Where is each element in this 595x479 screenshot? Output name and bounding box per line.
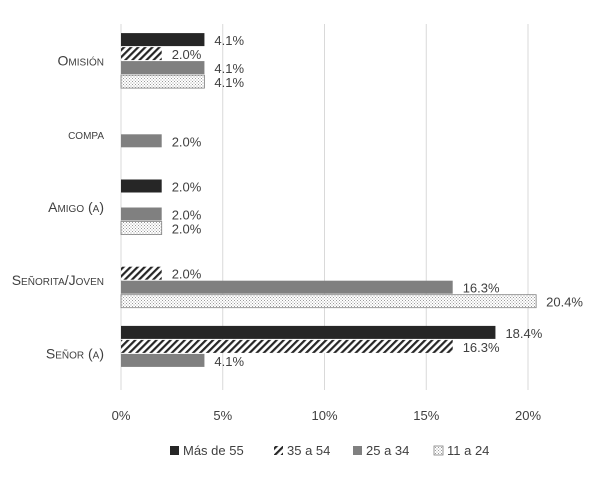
data-label-11-a-24-omision: 4.1% <box>214 75 244 90</box>
category-labels: Omisión compa Amigo (a) Señorita/Joven Señor… <box>12 53 105 362</box>
legend-label-mas-de-55: Más de 55 <box>183 443 244 458</box>
bar-25-a-34-senor-a <box>121 353 205 367</box>
data-label-25-a-34-compa: 2.0% <box>172 134 202 149</box>
data-label-35-a-54-omision: 2.0% <box>172 47 202 62</box>
data-label-25-a-34-senor-a: 4.1% <box>214 354 244 369</box>
category-label-compa: compa <box>68 126 104 142</box>
x-tick-label: 15% <box>413 408 439 423</box>
data-label-11-a-24-senorita-joven: 20.4% <box>546 295 583 310</box>
bar-25-a-34-amigo-a <box>121 207 162 221</box>
data-label-mas-de-55-amigo-a: 2.0% <box>172 180 202 195</box>
bar-mas-de-55-omision <box>121 33 205 47</box>
data-label-25-a-34-senorita-joven: 16.3% <box>463 281 500 296</box>
data-labels: 4.1%2.0%4.1%4.1%2.0%2.0%2.0%2.0%2.0%16.3… <box>172 33 584 369</box>
category-label-omision: Omisión <box>58 53 104 69</box>
bar-11-a-24-amigo-a <box>120 221 163 235</box>
bar-35-a-54-omision <box>121 47 162 61</box>
x-axis-ticks: 0% 5% 10% 15% 20% <box>112 408 542 423</box>
legend-swatch-35-a-54 <box>274 446 283 455</box>
bar-mas-de-55-senor-a <box>121 325 496 339</box>
legend: Más de 55 35 a 54 25 a 34 11 a 24 <box>170 443 489 458</box>
bar-11-a-24-omision <box>120 74 205 89</box>
x-tick-label: 10% <box>311 408 337 423</box>
data-label-11-a-24-amigo-a: 2.0% <box>172 222 202 237</box>
legend-swatch-11-a-24 <box>433 445 444 456</box>
bars <box>120 33 537 367</box>
x-tick-label: 0% <box>112 408 131 423</box>
bar-25-a-34-senorita-joven <box>121 280 453 294</box>
legend-swatch-25-a-34 <box>353 446 362 455</box>
data-label-25-a-34-omision: 4.1% <box>214 61 244 76</box>
bar-25-a-34-omision <box>121 61 205 75</box>
category-label-senor-a: Señor (a) <box>46 345 104 361</box>
data-label-35-a-54-senorita-joven: 2.0% <box>172 267 202 282</box>
bar-mas-de-55-amigo-a <box>121 179 162 193</box>
category-label-amigo-a: Amigo (a) <box>48 199 104 215</box>
legend-label-11-a-24: 11 a 24 <box>447 443 489 458</box>
bar-25-a-34-compa <box>121 134 162 148</box>
bar-11-a-24-senorita-joven <box>120 294 537 309</box>
data-label-25-a-34-amigo-a: 2.0% <box>172 208 202 223</box>
legend-label-25-a-34: 25 a 34 <box>366 443 409 458</box>
data-label-mas-de-55-senor-a: 18.4% <box>505 326 542 341</box>
x-tick-label: 5% <box>213 408 232 423</box>
bar-35-a-54-senor-a <box>121 339 453 353</box>
legend-label-35-a-54: 35 a 54 <box>287 443 330 458</box>
data-label-mas-de-55-omision: 4.1% <box>214 33 244 48</box>
data-label-35-a-54-senor-a: 16.3% <box>463 340 500 355</box>
legend-swatch-mas-de-55 <box>170 446 179 455</box>
category-label-senorita-joven: Señorita/Joven <box>12 272 104 288</box>
x-tick-label: 20% <box>515 408 541 423</box>
bar-35-a-54-senorita-joven <box>121 266 162 280</box>
